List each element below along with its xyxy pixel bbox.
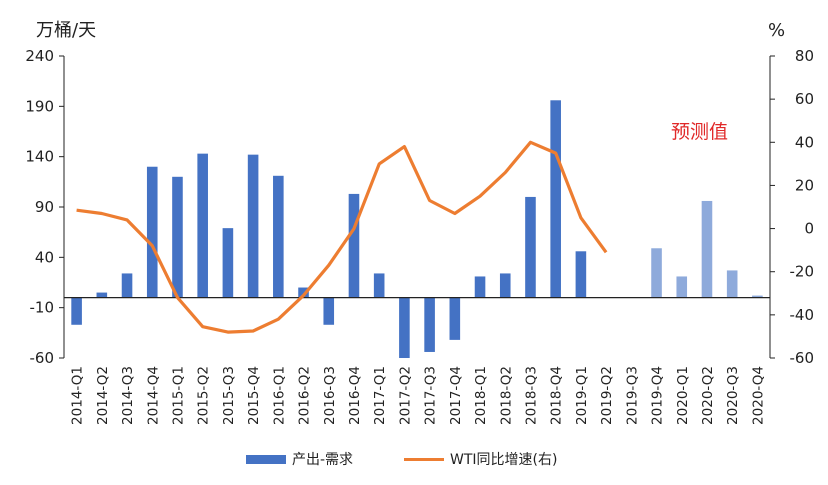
bar — [373, 273, 385, 298]
category-label: 2017-Q3 — [423, 366, 439, 425]
bar — [701, 200, 713, 298]
left-tick-label: 140 — [25, 148, 54, 166]
bar — [449, 297, 461, 340]
right-tick-label: 80 — [795, 47, 814, 65]
category-label: 2019-Q4 — [650, 366, 666, 425]
category-label: 2018-Q2 — [498, 366, 514, 425]
bar — [247, 154, 259, 298]
bar — [651, 248, 662, 298]
category-label: 2016-Q4 — [347, 366, 363, 425]
left-tick-label: 40 — [35, 248, 54, 266]
category-label: 2017-Q1 — [372, 366, 388, 425]
bar — [550, 100, 561, 298]
bar — [575, 251, 587, 298]
left-axis-unit: 万桶/天 — [36, 20, 97, 41]
category-label: 2015-Q3 — [221, 366, 237, 425]
bar — [146, 166, 158, 298]
bar — [399, 297, 410, 358]
category-label: 2015-Q1 — [170, 366, 186, 425]
legend-line-swatch — [404, 457, 444, 461]
bar — [172, 176, 183, 298]
bar — [752, 295, 763, 298]
bar — [273, 175, 284, 298]
bar — [525, 196, 536, 298]
bar — [197, 153, 208, 298]
category-label: 2016-Q1 — [271, 366, 287, 425]
category-label: 2014-Q2 — [95, 366, 111, 425]
bar — [348, 193, 360, 298]
category-label: 2018-Q3 — [523, 366, 539, 425]
category-label: 2019-Q3 — [624, 366, 640, 425]
bar — [676, 276, 688, 298]
bar — [323, 297, 335, 325]
right-tick-label: 40 — [795, 133, 814, 151]
category-label: 2015-Q2 — [196, 366, 212, 425]
category-label: 2014-Q1 — [70, 366, 86, 425]
category-label: 2020-Q3 — [725, 366, 741, 425]
legend-bar: 产出-需求 — [246, 449, 353, 469]
category-label: 2014-Q3 — [120, 366, 136, 425]
bar — [298, 287, 309, 298]
category-label: 2014-Q4 — [145, 366, 161, 425]
right-tick-label: -60 — [790, 349, 815, 367]
left-tick-label: 240 — [25, 47, 54, 65]
category-label: 2016-Q3 — [322, 366, 338, 425]
category-label: 2015-Q4 — [246, 366, 262, 425]
category-label: 2017-Q4 — [448, 366, 464, 425]
forecast-annotation: 预测值 — [671, 121, 729, 143]
left-tick-label: -10 — [30, 299, 55, 317]
bar — [121, 273, 133, 298]
bar — [71, 297, 82, 325]
right-tick-label: 60 — [795, 90, 814, 108]
left-tick-label: -60 — [30, 349, 55, 367]
category-label: 2017-Q2 — [397, 366, 413, 425]
category-label: 2019-Q1 — [574, 366, 590, 425]
wti-line — [76, 140, 608, 334]
left-tick-label: 190 — [25, 97, 54, 115]
legend-bar-swatch — [246, 454, 286, 464]
bar — [499, 273, 511, 298]
right-axis-unit: % — [768, 20, 786, 41]
bar — [96, 292, 108, 298]
category-label: 2020-Q2 — [700, 366, 716, 425]
legend-line-label: WTI同比增速(右) — [450, 452, 558, 468]
right-tick-label: -20 — [790, 263, 815, 281]
right-tick-label: 20 — [795, 176, 814, 194]
right-tick-label: 0 — [804, 220, 814, 238]
bar — [424, 297, 435, 352]
category-label: 2019-Q2 — [599, 366, 615, 425]
legend-bar-label: 产出-需求 — [292, 452, 354, 468]
category-label: 2020-Q4 — [750, 366, 766, 425]
left-tick-label: 90 — [35, 198, 54, 216]
category-label: 2016-Q2 — [297, 366, 313, 425]
bar — [726, 270, 738, 298]
category-label: 2020-Q1 — [675, 366, 691, 425]
right-tick-label: -40 — [790, 306, 815, 324]
legend-line: WTI同比增速(右) — [404, 449, 557, 469]
category-label: 2018-Q1 — [473, 366, 489, 425]
bar — [222, 228, 234, 298]
category-label: 2018-Q4 — [549, 366, 565, 425]
bar — [474, 276, 486, 298]
